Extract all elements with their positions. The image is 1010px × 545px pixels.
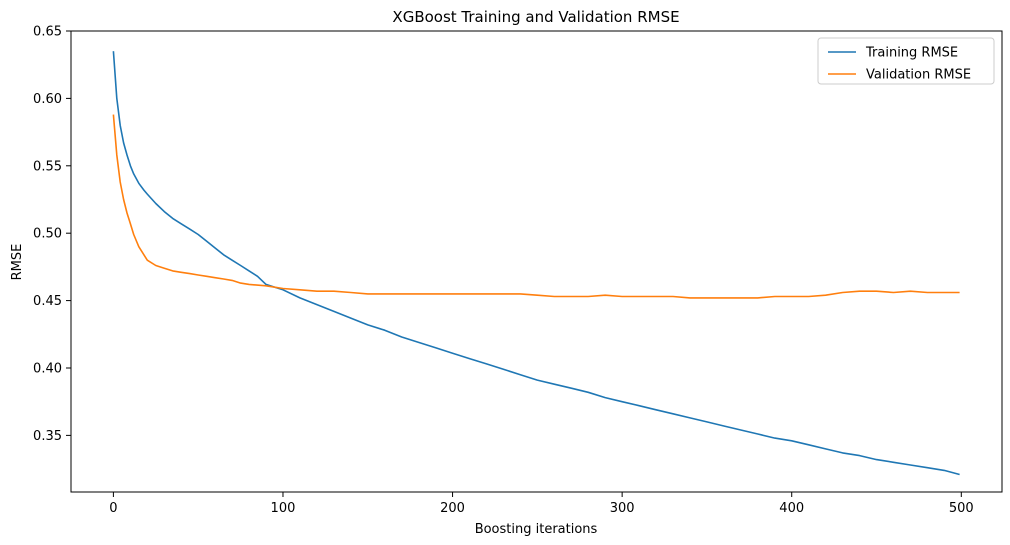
- y-tick-label: 0.60: [33, 92, 62, 107]
- y-tick-label: 0.45: [33, 294, 62, 309]
- series-line-training: [112, 51, 960, 476]
- y-tick-label: 0.40: [33, 361, 62, 376]
- x-tick-label: 300: [610, 501, 635, 516]
- legend-box: [817, 37, 995, 85]
- axes-frame: [70, 30, 1003, 493]
- series-layer: [112, 51, 960, 476]
- y-tick-label: 0.50: [33, 227, 62, 242]
- series-line-validation: [112, 114, 960, 299]
- x-axis-label: Boosting iterations: [475, 522, 598, 537]
- x-tick-label: 500: [949, 501, 974, 516]
- legend-label: Training RMSE: [865, 46, 958, 61]
- x-axis-ticks: 0 100 200 300 400 500: [109, 492, 974, 516]
- x-tick-label: 0: [109, 501, 117, 516]
- legend-label: Validation RMSE: [866, 68, 971, 83]
- y-tick-label: 0.65: [33, 25, 62, 40]
- y-axis-ticks: 0.35 0.40 0.45 0.50 0.55 0.60 0.65: [33, 25, 71, 444]
- y-tick-label: 0.35: [33, 429, 62, 444]
- x-tick-label: 400: [779, 501, 804, 516]
- plot-area: [70, 30, 1003, 493]
- y-axis-label: RMSE: [10, 244, 25, 281]
- chart-title: XGBoost Training and Validation RMSE: [392, 8, 679, 26]
- legend: Training RMSE Validation RMSE: [817, 37, 995, 85]
- x-tick-label: 200: [440, 501, 465, 516]
- x-tick-label: 100: [271, 501, 296, 516]
- y-tick-label: 0.55: [33, 159, 62, 174]
